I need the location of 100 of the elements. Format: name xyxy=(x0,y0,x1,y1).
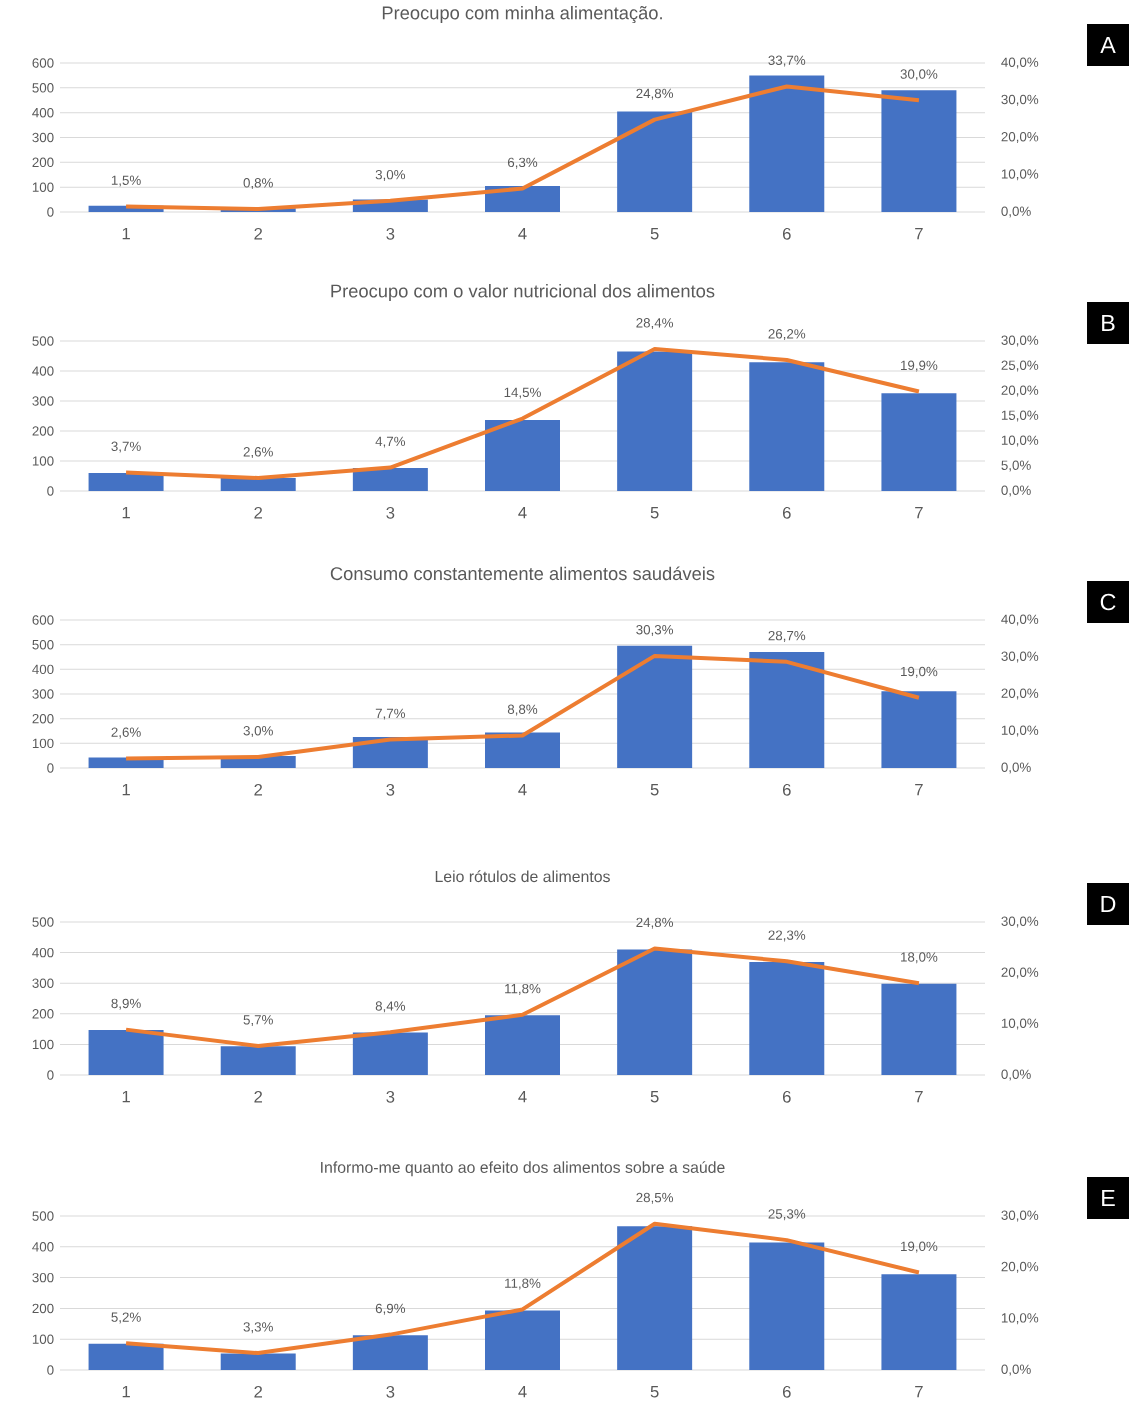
x-tick-label: 6 xyxy=(782,1385,791,1398)
y2-tick-label: 15,0% xyxy=(1001,410,1039,422)
y-tick-label: 100 xyxy=(32,456,54,466)
bar xyxy=(881,1274,957,1371)
data-label: 3,0% xyxy=(243,726,273,738)
y2-tick-label: 25,0% xyxy=(1001,360,1039,372)
y2-tick-label: 10,0% xyxy=(1001,1018,1039,1030)
y-tick-label: 300 xyxy=(32,396,54,406)
x-tick-label: 3 xyxy=(386,1090,395,1103)
data-label: 28,5% xyxy=(636,1192,674,1204)
x-tick-label: 6 xyxy=(782,1090,791,1103)
data-label: 2,6% xyxy=(243,447,273,459)
y2-tick-label: 0,0% xyxy=(1001,206,1031,218)
bar xyxy=(881,393,957,491)
y2-tick-label: 40,0% xyxy=(1001,57,1039,69)
y2-tick-label: 0,0% xyxy=(1001,1069,1031,1081)
y-tick-label: 0 xyxy=(47,763,54,773)
bar xyxy=(220,1353,296,1371)
text: B xyxy=(1102,314,1115,332)
bar xyxy=(617,111,693,212)
y2-tick-label: 30,0% xyxy=(1001,916,1039,928)
x-tick-label: 4 xyxy=(518,1385,527,1398)
y2-tick-label: 10,0% xyxy=(1001,725,1039,737)
chart-title: Preocupo com o valor nutricional dos alimentos xyxy=(331,284,715,302)
y-tick-label: 400 xyxy=(32,1242,54,1252)
x-tick-label: 7 xyxy=(915,227,923,240)
y-tick-label: 200 xyxy=(32,1303,54,1314)
data-label: 19,0% xyxy=(901,666,938,678)
data-label: 14,5% xyxy=(504,387,541,399)
y-tick-label: 100 xyxy=(32,1039,54,1050)
y-tick-label: 200 xyxy=(32,713,54,724)
x-tick-label: 5 xyxy=(650,506,659,519)
chart-title: Preocupo com minha alimentação. xyxy=(382,5,662,24)
x-tick-label: 2 xyxy=(254,783,263,796)
data-label: 3,0% xyxy=(375,169,406,181)
data-label: 30,0% xyxy=(900,69,938,81)
y2-tick-label: 0,0% xyxy=(1001,762,1031,774)
data-label: 26,2% xyxy=(768,329,806,341)
text: D xyxy=(1101,895,1116,913)
chart-title: Consumo constantemente alimentos saudáveis xyxy=(330,566,715,581)
data-label: 24,8% xyxy=(636,88,674,100)
data-label: 18,0% xyxy=(901,952,938,964)
bar xyxy=(88,1030,164,1076)
x-tick-label: 7 xyxy=(915,1385,923,1398)
y-tick-label: 0 xyxy=(47,1070,54,1080)
x-tick-label: 3 xyxy=(386,1385,395,1398)
bar xyxy=(617,645,693,769)
y-tick-label: 200 xyxy=(32,1009,54,1019)
bar xyxy=(485,419,560,491)
y2-tick-label: 30,0% xyxy=(1001,1210,1039,1222)
chart-title: Informo-me quanto ao efeito dos alimentos sobre a saúde xyxy=(321,1161,725,1177)
bar xyxy=(485,1310,560,1371)
x-tick-label: 1 xyxy=(122,506,130,519)
y-tick-label: 0 xyxy=(47,486,54,496)
bar xyxy=(749,652,825,769)
data-label: 28,7% xyxy=(768,630,806,642)
x-tick-label: 1 xyxy=(122,227,130,240)
bar xyxy=(88,1343,164,1371)
x-tick-label: 3 xyxy=(386,227,395,240)
y2-tick-label: 10,0% xyxy=(1001,1313,1039,1325)
data-label: 11,8% xyxy=(505,983,541,995)
x-tick-label: 5 xyxy=(650,227,659,240)
y2-tick-label: 10,0% xyxy=(1001,169,1039,181)
x-tick-label: 6 xyxy=(782,227,791,240)
y-tick-label: 500 xyxy=(32,1211,54,1221)
data-label: 8,9% xyxy=(111,998,141,1010)
x-tick-label: 6 xyxy=(782,506,791,519)
y-tick-label: 400 xyxy=(32,664,54,675)
y2-tick-label: 0,0% xyxy=(1001,485,1031,497)
y-tick-label: 100 xyxy=(32,738,54,749)
bar xyxy=(749,1242,825,1371)
data-label: 5,2% xyxy=(111,1312,141,1324)
x-tick-label: 5 xyxy=(650,783,659,796)
data-label: 3,3% xyxy=(243,1322,273,1334)
bar xyxy=(352,1032,428,1076)
bar xyxy=(881,90,957,212)
y-tick-label: 300 xyxy=(32,978,54,988)
y-tick-label: 500 xyxy=(32,917,54,927)
bar xyxy=(485,1015,560,1076)
data-label: 19,0% xyxy=(901,1241,938,1253)
y-tick-label: 600 xyxy=(32,58,54,68)
chart-title: Leio rótulos de alimentos xyxy=(435,870,610,883)
y-tick-label: 200 xyxy=(32,426,54,436)
y-tick-label: 500 xyxy=(32,639,54,650)
y2-tick-label: 5,0% xyxy=(1001,460,1031,472)
data-label: 8,8% xyxy=(507,704,538,716)
data-label: 4,7% xyxy=(375,436,406,448)
x-tick-label: 2 xyxy=(254,1090,263,1103)
x-tick-label: 1 xyxy=(122,1090,130,1103)
y2-tick-label: 0,0% xyxy=(1001,1364,1031,1376)
x-tick-label: 6 xyxy=(782,783,791,796)
bar xyxy=(749,75,825,212)
data-label: 6,9% xyxy=(375,1303,406,1315)
x-tick-label: 1 xyxy=(122,1385,130,1398)
data-label: 6,3% xyxy=(507,157,538,169)
x-tick-label: 3 xyxy=(386,506,395,519)
text: C xyxy=(1100,593,1116,611)
y2-tick-label: 30,0% xyxy=(1001,335,1039,347)
data-label: 7,7% xyxy=(375,708,406,720)
bar xyxy=(220,478,296,491)
